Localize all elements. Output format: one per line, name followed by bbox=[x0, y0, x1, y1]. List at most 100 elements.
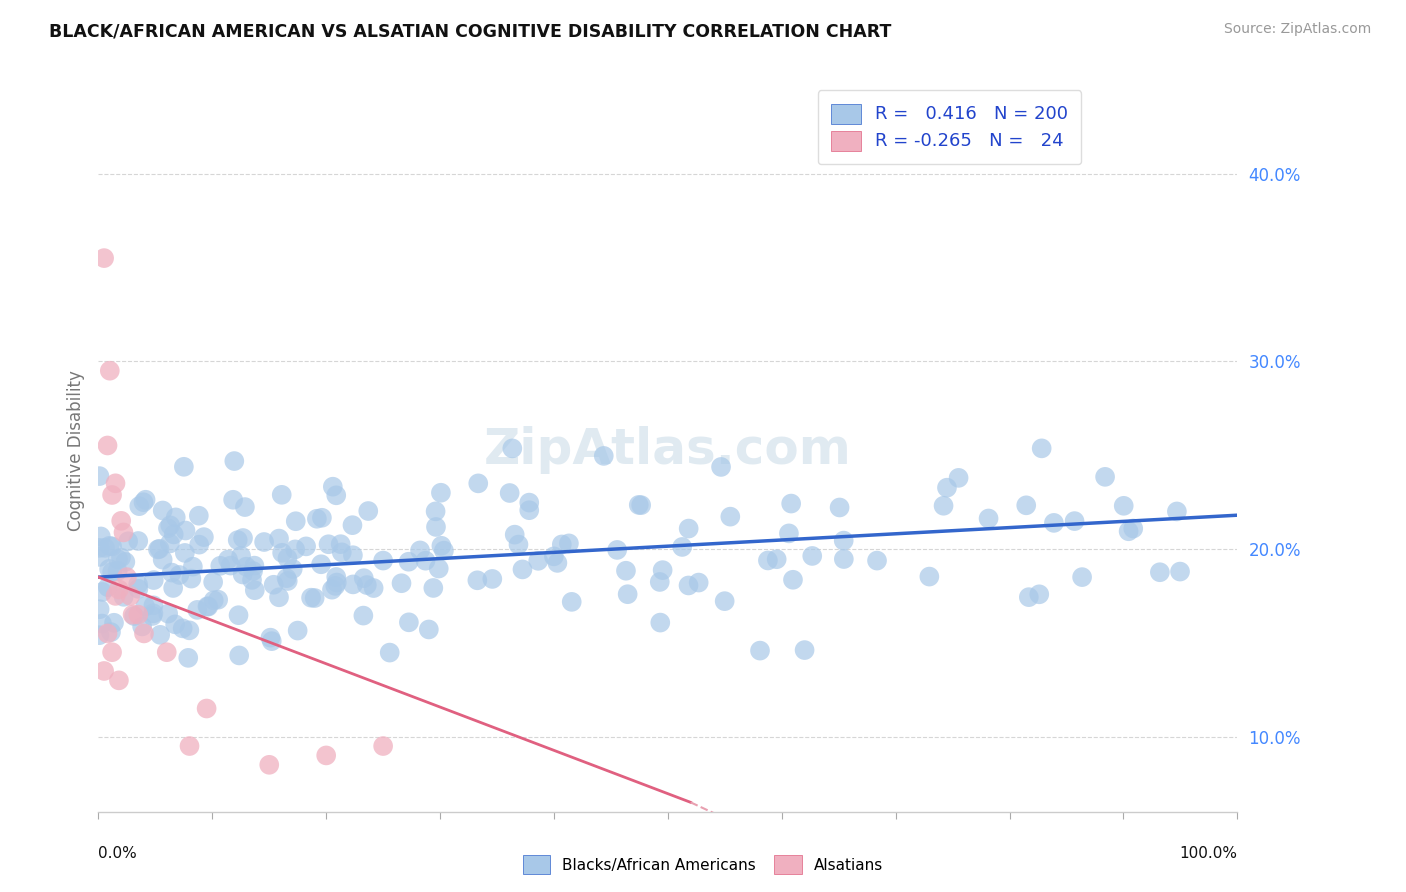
Point bbox=[270, 488, 292, 502]
Point bbox=[512, 562, 534, 576]
Point bbox=[89, 628, 111, 642]
Point bbox=[648, 574, 671, 589]
Point bbox=[678, 522, 700, 536]
Text: 100.0%: 100.0% bbox=[1180, 846, 1237, 861]
Text: BLACK/AFRICAN AMERICAN VS ALSATIAN COGNITIVE DISABILITY CORRELATION CHART: BLACK/AFRICAN AMERICAN VS ALSATIAN COGNI… bbox=[49, 22, 891, 40]
Point bbox=[89, 541, 111, 555]
Point bbox=[378, 646, 401, 660]
Point bbox=[156, 645, 179, 659]
Point bbox=[284, 542, 307, 557]
Point bbox=[202, 575, 225, 590]
Point bbox=[108, 582, 131, 597]
Point bbox=[112, 525, 135, 540]
Point bbox=[517, 503, 540, 517]
Point bbox=[318, 537, 340, 551]
Point bbox=[260, 634, 283, 648]
Point bbox=[193, 530, 215, 544]
Point bbox=[142, 599, 165, 613]
Point bbox=[551, 537, 574, 551]
Point bbox=[91, 616, 114, 631]
Point bbox=[132, 626, 155, 640]
Point bbox=[117, 534, 139, 549]
Point bbox=[430, 485, 453, 500]
Point bbox=[89, 602, 111, 616]
Point bbox=[342, 577, 364, 591]
Point bbox=[232, 531, 254, 545]
Point bbox=[527, 554, 550, 568]
Text: ZipAtlas.com: ZipAtlas.com bbox=[484, 426, 852, 475]
Point bbox=[127, 607, 149, 622]
Point bbox=[89, 469, 111, 483]
Point bbox=[614, 564, 637, 578]
Point bbox=[259, 631, 281, 645]
Point bbox=[866, 553, 889, 567]
Point bbox=[128, 499, 150, 513]
Point bbox=[197, 599, 219, 614]
Point bbox=[467, 574, 489, 588]
Point bbox=[329, 537, 352, 551]
Point bbox=[592, 449, 614, 463]
Point bbox=[321, 582, 343, 597]
Point bbox=[222, 492, 245, 507]
Point bbox=[159, 518, 181, 533]
Point bbox=[433, 543, 456, 558]
Point bbox=[242, 564, 264, 578]
Point bbox=[134, 599, 156, 614]
Point bbox=[93, 251, 115, 265]
Point bbox=[243, 583, 266, 598]
Point bbox=[558, 536, 581, 550]
Point bbox=[120, 589, 142, 603]
Point bbox=[1149, 566, 1171, 580]
Point bbox=[1031, 442, 1053, 456]
Point bbox=[765, 552, 787, 566]
Point bbox=[330, 545, 353, 559]
Point bbox=[1018, 590, 1040, 604]
Point bbox=[749, 643, 772, 657]
Point bbox=[162, 581, 184, 595]
Point bbox=[263, 578, 285, 592]
Point bbox=[228, 608, 250, 623]
Point bbox=[98, 364, 121, 378]
Point bbox=[131, 619, 153, 633]
Point bbox=[180, 572, 202, 586]
Point bbox=[756, 553, 779, 567]
Point bbox=[430, 539, 453, 553]
Point bbox=[232, 567, 254, 582]
Point bbox=[173, 546, 195, 560]
Point bbox=[606, 543, 628, 558]
Point bbox=[89, 549, 111, 564]
Point bbox=[543, 549, 565, 564]
Point bbox=[107, 564, 129, 578]
Point bbox=[165, 510, 187, 524]
Point bbox=[97, 580, 120, 594]
Point bbox=[93, 664, 115, 678]
Point bbox=[142, 607, 165, 621]
Point bbox=[688, 575, 710, 590]
Point bbox=[546, 556, 568, 570]
Point bbox=[94, 541, 117, 555]
Point bbox=[101, 540, 124, 554]
Point bbox=[276, 571, 298, 585]
Point bbox=[353, 571, 375, 585]
Point bbox=[427, 561, 450, 575]
Point bbox=[165, 617, 187, 632]
Point bbox=[101, 565, 124, 579]
Point bbox=[90, 529, 112, 543]
Point bbox=[1122, 521, 1144, 535]
Point bbox=[101, 488, 124, 502]
Point bbox=[398, 615, 420, 630]
Point bbox=[267, 532, 290, 546]
Point bbox=[271, 546, 294, 560]
Point bbox=[179, 739, 201, 753]
Text: Source: ZipAtlas.com: Source: ZipAtlas.com bbox=[1223, 22, 1371, 37]
Point bbox=[342, 518, 364, 533]
Point bbox=[104, 589, 127, 603]
Legend: Blacks/African Americans, Alsatians: Blacks/African Americans, Alsatians bbox=[516, 849, 890, 880]
Point bbox=[325, 570, 347, 584]
Point bbox=[233, 500, 256, 514]
Point bbox=[630, 498, 652, 512]
Point bbox=[98, 562, 121, 576]
Point bbox=[650, 615, 672, 630]
Point bbox=[228, 648, 250, 663]
Point bbox=[418, 623, 440, 637]
